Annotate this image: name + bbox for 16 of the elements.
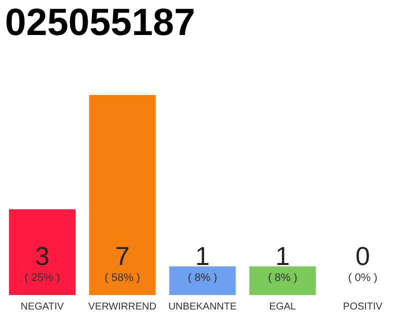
x-tick-label: NEGATIV (20, 302, 64, 312)
x-tick-label: UNBEKANNTE (168, 302, 237, 312)
data-label: 7 (115, 241, 130, 271)
chart-title: 025055187 (5, 2, 196, 44)
annotation: ( 8% ) (268, 272, 298, 284)
x-tick-label: VERWIRREND (88, 302, 156, 312)
data-label: 3 (35, 241, 50, 271)
x-tick-label: POSITIV (343, 302, 383, 312)
data-label: 1 (275, 241, 290, 271)
data-label: 0 (356, 241, 370, 271)
annotation: ( 0% ) (348, 272, 378, 284)
x-tick-label: EGAL (269, 302, 296, 312)
annotation: ( 58% ) (104, 272, 140, 284)
annotation: ( 25% ) (24, 272, 60, 284)
data-label: 1 (195, 241, 210, 271)
annotation: ( 8% ) (188, 272, 218, 284)
